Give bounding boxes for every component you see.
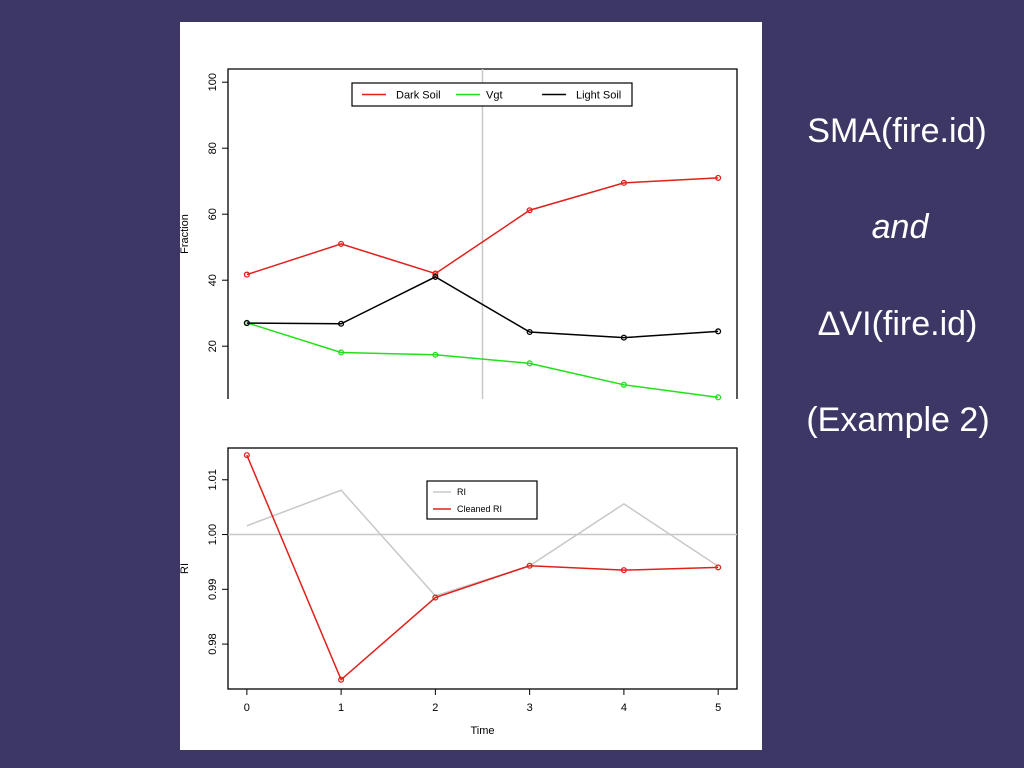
- legend-label-dark-soil: Dark Soil: [396, 90, 441, 102]
- data-point-dark-soil: [620, 179, 627, 186]
- legend-label-light-soil: Light Soil: [576, 90, 621, 102]
- legend-box: [351, 82, 633, 107]
- x-axis-label: Time: [470, 725, 494, 737]
- y-tick-label: 0.99: [207, 579, 219, 600]
- caption-line-3: ∆VI(fire.id): [818, 305, 978, 343]
- data-point-cleaned-ri: [715, 564, 722, 571]
- y-tick-label: 100: [207, 73, 219, 91]
- y-tick-label: 60: [207, 208, 219, 220]
- y-tick-label: 1.00: [207, 524, 219, 545]
- series-line-dark-soil: [246, 177, 719, 276]
- figure-panel: 20 40 60 80 100 Fraction Dark Soil Vgt Light Soi…: [180, 22, 762, 750]
- data-point-dark-soil: [432, 270, 439, 277]
- series-line-ri: [246, 489, 719, 597]
- series-line-vgt: [246, 322, 719, 399]
- x-tick-label: 0: [244, 702, 250, 714]
- data-point-vgt: [715, 394, 722, 401]
- y-axis-label: RI: [180, 563, 191, 574]
- data-point-light-soil: [620, 334, 627, 341]
- plot-2: 0.98 0.99 1.00 1.01 RI 0 1 2 3 4 5 Time RI Cleaned RI: [180, 447, 738, 737]
- y-tick-label: 20: [207, 340, 219, 352]
- data-point-dark-soil: [338, 240, 345, 247]
- series-group: [243, 174, 722, 401]
- legend-box: [426, 480, 538, 520]
- series-group: [243, 452, 722, 683]
- data-point-cleaned-ri: [620, 567, 627, 574]
- data-point-cleaned-ri: [243, 452, 250, 459]
- caption-line-2: and: [871, 208, 929, 246]
- x-tick-label: 1: [338, 702, 344, 714]
- data-point-dark-soil: [715, 174, 722, 181]
- legend-label-vgt: Vgt: [486, 90, 503, 102]
- data-point-light-soil: [526, 328, 533, 336]
- y-tick-label: 40: [207, 274, 219, 286]
- series-line-cleaned-ri: [246, 454, 719, 681]
- x-tick-label: 3: [527, 702, 533, 714]
- data-point-dark-soil: [526, 207, 533, 214]
- x-tick-label: 4: [621, 702, 627, 714]
- data-point-cleaned-ri: [526, 562, 533, 569]
- data-point-light-soil: [432, 273, 439, 280]
- data-point-cleaned-ri: [432, 594, 439, 601]
- plot-1: 20 40 60 80 100 Fraction Dark Soil Vgt Light Soi…: [180, 68, 738, 401]
- data-point-light-soil: [243, 320, 250, 327]
- x-tick-label: 2: [432, 702, 438, 714]
- y-tick-label: 1.01: [207, 469, 219, 490]
- data-point-vgt: [432, 351, 439, 358]
- x-tick-label: 5: [715, 702, 721, 714]
- plot-frame: [227, 447, 738, 690]
- data-point-vgt: [338, 349, 345, 356]
- data-point-vgt: [526, 360, 533, 367]
- data-point-cleaned-ri: [338, 676, 345, 683]
- y-tick-label: 80: [207, 142, 219, 154]
- y-tick-label: 0.98: [207, 633, 219, 654]
- data-point-light-soil: [715, 328, 722, 335]
- data-point-dark-soil: [243, 271, 250, 278]
- caption-line-4: (Example 2): [806, 401, 990, 439]
- data-point-light-soil: [338, 320, 345, 327]
- legend-label-ri: RI: [457, 487, 466, 497]
- y-axis-label: Fraction: [180, 214, 191, 254]
- caption-line-1: SMA(fire.id): [807, 112, 987, 150]
- legend-label-cleaned-ri: Cleaned RI: [457, 504, 502, 514]
- data-point-vgt: [620, 381, 627, 388]
- series-line-light-soil: [246, 276, 719, 339]
